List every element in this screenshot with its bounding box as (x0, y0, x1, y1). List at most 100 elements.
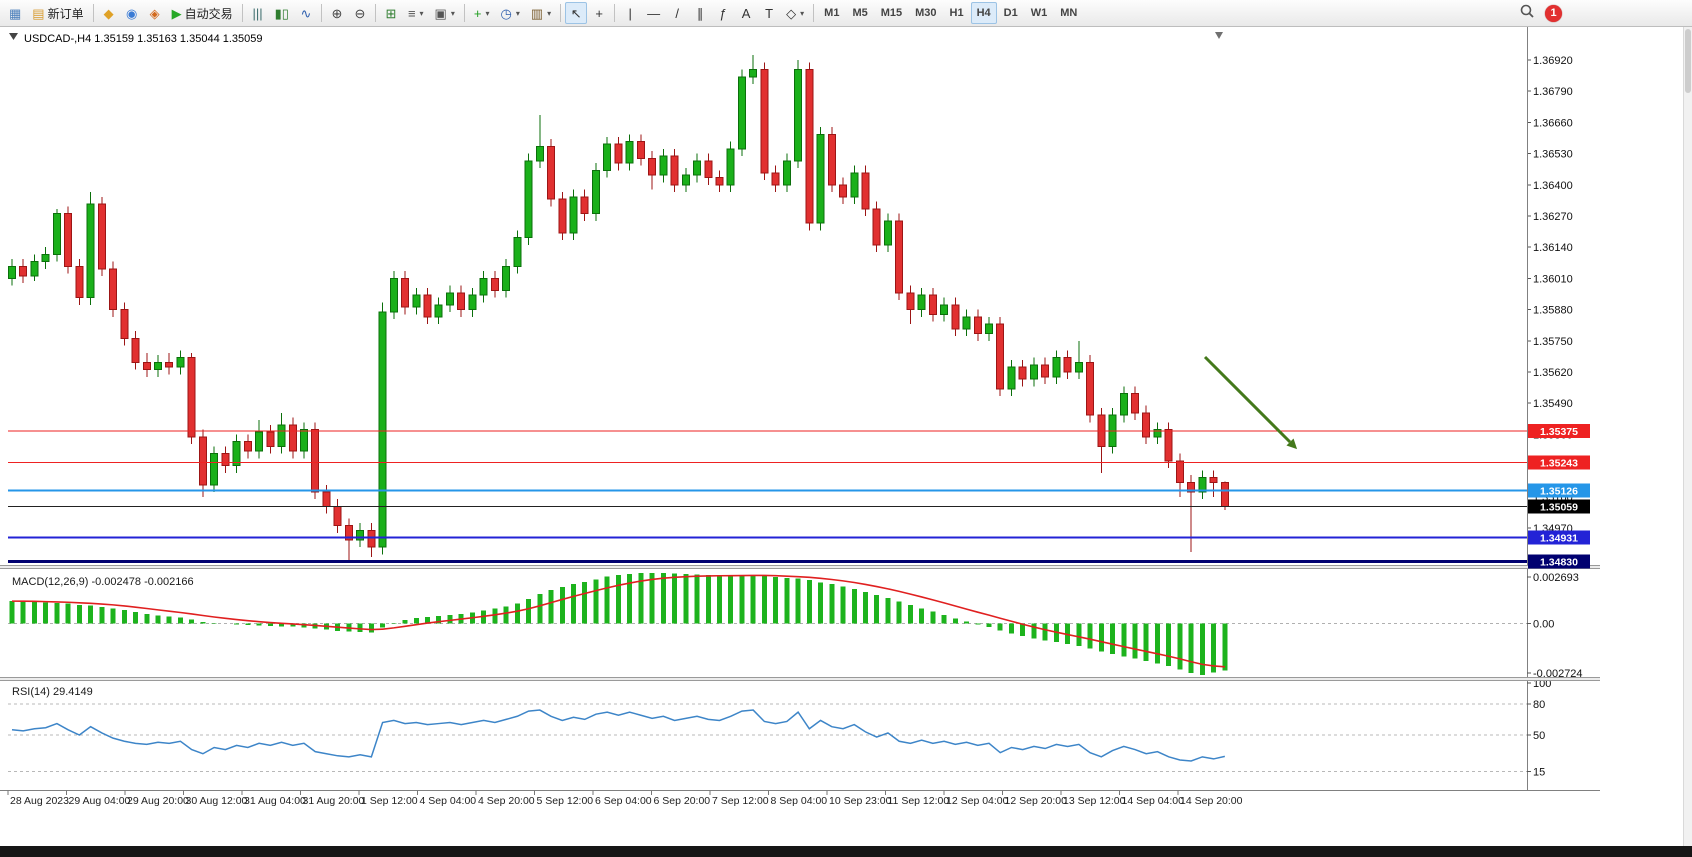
svg-text:14 Sep 20:00: 14 Sep 20:00 (1180, 795, 1243, 807)
cursor-button[interactable]: ↖ (565, 2, 588, 24)
panel-dividers (0, 565, 1600, 681)
toolbar-separator (560, 4, 562, 22)
svg-text:31 Aug 04:00: 31 Aug 04:00 (244, 795, 306, 807)
crosshair-button[interactable]: + (588, 2, 610, 24)
svg-text:80: 80 (1533, 699, 1545, 711)
hlines-layer (8, 430, 1527, 564)
svg-text:29 Aug 20:00: 29 Aug 20:00 (127, 795, 189, 807)
vertical-line-button[interactable]: | (619, 2, 641, 24)
bottom-edge (0, 846, 1692, 857)
trendline-button[interactable]: / (666, 2, 688, 24)
channel-button[interactable]: ∥ (689, 2, 711, 24)
svg-text:1.35490: 1.35490 (1533, 398, 1573, 410)
shapes-button[interactable]: ◇ ▾ (781, 2, 809, 24)
vertical-scrollbar[interactable] (1683, 27, 1692, 846)
chart-markers (9, 32, 1223, 40)
svg-text:1.35620: 1.35620 (1533, 367, 1573, 379)
search-icon[interactable] (1519, 3, 1535, 24)
vertical-line-icon: | (628, 5, 632, 21)
svg-text:1.34931: 1.34931 (1540, 532, 1578, 544)
mql5-community-icon: ◉ (125, 5, 138, 21)
chart-area: 1.36920 1.36790 1.36660 1.36530 1.36400 1.362… (0, 27, 1692, 818)
timeframe-h4-button[interactable]: H4 (970, 2, 997, 24)
candlestick-chart-button[interactable]: ▮▯ (270, 2, 294, 24)
svg-text:30 Aug 12:00: 30 Aug 12:00 (186, 795, 248, 807)
dropdown-caret-icon[interactable]: ▾ (515, 8, 520, 18)
scrollbar-thumb[interactable] (1685, 29, 1691, 93)
line-chart-button[interactable]: ∿ (295, 2, 317, 24)
toolbar-separator (320, 4, 322, 22)
timeframe-mn-button[interactable]: MN (1060, 7, 1078, 19)
svg-text:4 Sep 04:00: 4 Sep 04:00 (420, 795, 477, 807)
arrow-annotation (1203, 355, 1298, 450)
toolbar-right: 1 (1519, 3, 1688, 24)
templates-button[interactable]: ▥ ▾ (526, 2, 556, 24)
svg-text:12 Sep 04:00: 12 Sep 04:00 (946, 795, 1009, 807)
notification-badge[interactable]: 1 (1545, 4, 1562, 22)
profiles-icon: ≡ (407, 5, 416, 21)
toolbar-separator (374, 4, 376, 22)
timeframe-d1-button[interactable]: D1 (1003, 7, 1018, 19)
dropdown-caret-icon[interactable]: ▾ (547, 8, 552, 18)
toolbar-separator (241, 4, 243, 22)
mql5-community-button[interactable]: ◉ (121, 2, 143, 24)
dropdown-caret-icon[interactable]: ▾ (800, 8, 805, 18)
zoom-in-button[interactable]: ⊕ (326, 2, 348, 24)
svg-text:USDCAD-,H4 1.35159 1.35163 1.3: USDCAD-,H4 1.35159 1.35163 1.35044 1.350… (24, 33, 263, 45)
toolbar-separator (614, 4, 616, 22)
candles-layer (8, 55, 1229, 562)
autotrading-button-label: 自动交易 (184, 6, 233, 21)
support-button[interactable]: ◈ (144, 2, 166, 24)
svg-text:1.35375: 1.35375 (1540, 426, 1578, 438)
zoom-out-icon: ⊖ (354, 5, 366, 21)
dropdown-caret-icon[interactable]: ▾ (419, 8, 424, 18)
cascade-windows-button[interactable]: ▣ ▾ (430, 2, 460, 24)
new-order-button: ▤ (32, 5, 45, 21)
market-button[interactable]: ◆ (98, 2, 120, 24)
svg-text:14 Sep 04:00: 14 Sep 04:00 (1122, 795, 1185, 807)
timeframe-m15-button[interactable]: M15 (880, 7, 903, 19)
chart-window-button[interactable]: ▦ (4, 2, 26, 24)
toolbar-separator (463, 4, 465, 22)
bar-chart-icon: ||| (252, 5, 263, 21)
svg-text:1.36400: 1.36400 (1533, 180, 1573, 192)
chart-canvas[interactable]: 1.36920 1.36790 1.36660 1.36530 1.36400 1.362… (0, 27, 1692, 818)
templates-icon: ▥ (530, 5, 544, 21)
dropdown-caret-icon[interactable]: ▾ (450, 8, 455, 18)
tile-windows-button[interactable]: ⊞ (380, 2, 402, 24)
timeframe-m1-button[interactable]: M1 (824, 7, 840, 19)
timeframe-w1-button[interactable]: W1 (1030, 7, 1048, 19)
fibonacci-button[interactable]: ƒ (712, 2, 734, 24)
timeframe-m5-button[interactable]: M5 (852, 7, 868, 19)
crosshair-icon: + (595, 5, 603, 21)
bar-chart-button[interactable]: ||| (247, 2, 269, 24)
svg-text:1.36530: 1.36530 (1533, 149, 1573, 161)
text-label-button[interactable]: T (758, 2, 780, 24)
profiles-button[interactable]: ≡ ▾ (403, 2, 429, 24)
svg-text:1.36270: 1.36270 (1533, 211, 1573, 223)
svg-text:RSI(14) 29.4149: RSI(14) 29.4149 (12, 686, 93, 698)
chart-window-icon: ▦ (9, 5, 22, 21)
svg-text:1.36660: 1.36660 (1533, 117, 1573, 129)
svg-text:0.00: 0.00 (1533, 619, 1554, 631)
svg-text:8 Sep 04:00: 8 Sep 04:00 (771, 795, 828, 807)
support-icon: ◈ (149, 5, 160, 21)
text-button[interactable]: A (735, 2, 757, 24)
zoom-out-button[interactable]: ⊖ (349, 2, 371, 24)
channel-icon: ∥ (696, 5, 704, 21)
add-indicator-button[interactable]: + ▾ (469, 2, 495, 24)
new-order-button-button[interactable]: ▤ 新订单 (27, 2, 88, 24)
svg-text:10 Sep 23:00: 10 Sep 23:00 (829, 795, 892, 807)
periods-button[interactable]: ◷ ▾ (495, 2, 524, 24)
svg-text:1.36920: 1.36920 (1533, 55, 1573, 67)
autotrading-button-button[interactable]: ▶ 自动交易 (167, 2, 238, 24)
search-icon-graphic (1520, 4, 1534, 18)
timeframe-h1-button[interactable]: H1 (949, 7, 964, 19)
cursor-icon: ↖ (570, 5, 582, 21)
timeframe-m30-button[interactable]: M30 (915, 7, 937, 19)
horizontal-line-button[interactable]: — (642, 2, 665, 24)
dropdown-caret-icon[interactable]: ▾ (485, 8, 490, 18)
svg-text:7 Sep 12:00: 7 Sep 12:00 (712, 795, 769, 807)
svg-text:15: 15 (1533, 766, 1545, 778)
